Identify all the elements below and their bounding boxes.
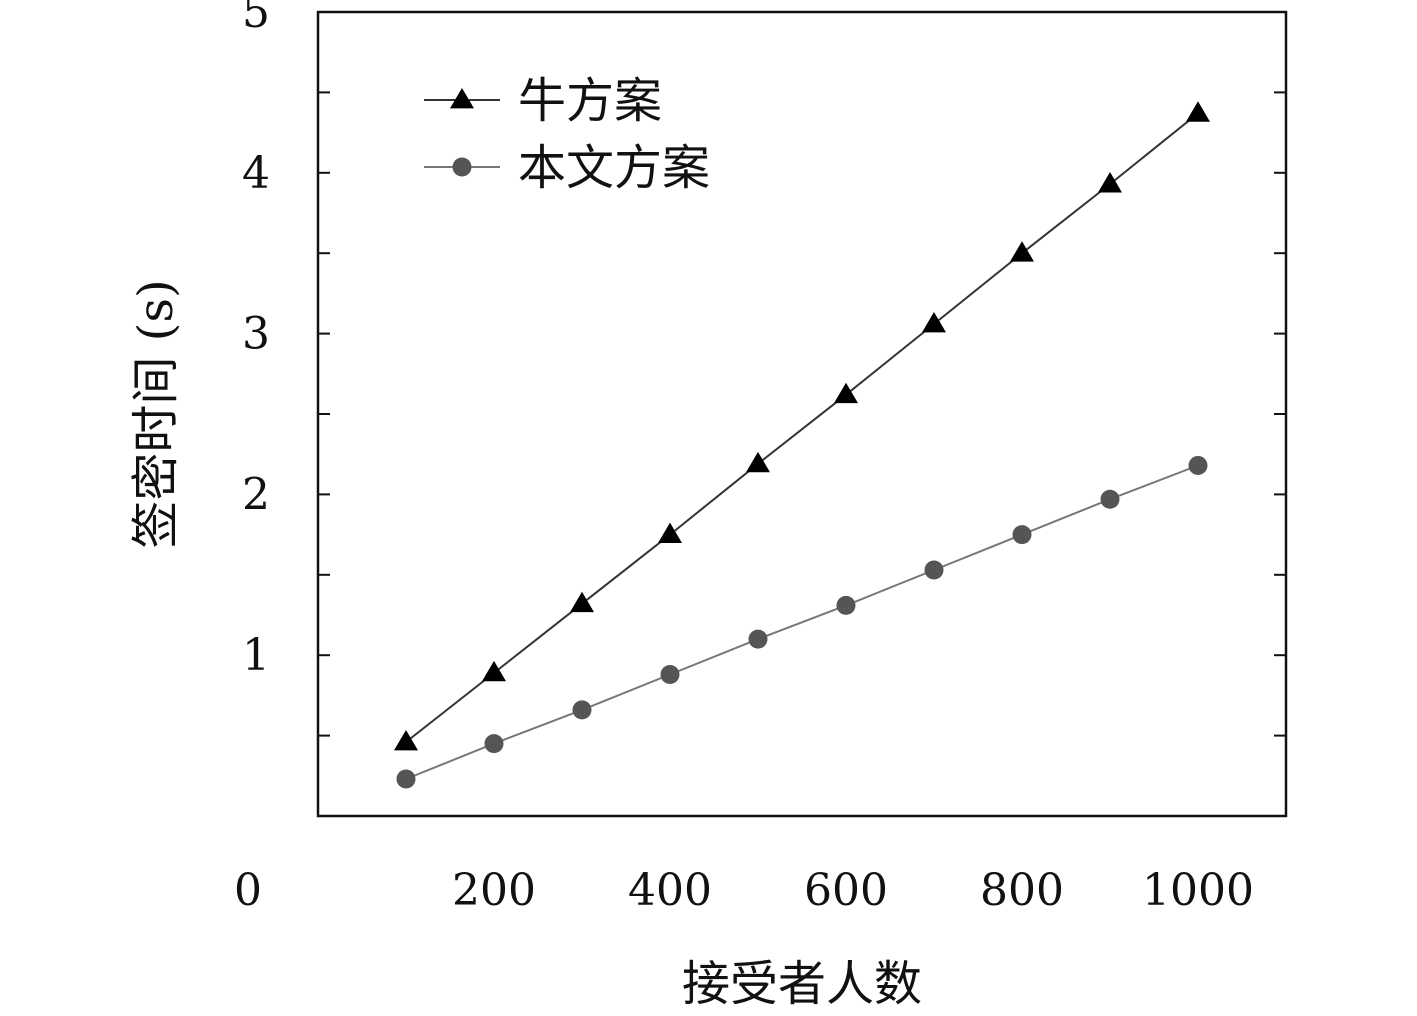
y-tick-label: 5	[242, 0, 270, 38]
x-tick-label: 600	[804, 865, 888, 916]
triangle-marker	[922, 311, 946, 333]
circle-marker	[396, 769, 416, 789]
tick-labels: 1 2 3 4 5 0 200 400 600 800 1000	[234, 0, 1254, 916]
triangle-marker	[1010, 241, 1034, 262]
data-series	[394, 101, 1210, 789]
triangle-marker	[1098, 172, 1122, 193]
circle-marker	[660, 664, 680, 684]
x-tick-label: 0	[234, 865, 262, 916]
series-2	[396, 455, 1208, 789]
axes	[316, 10, 1288, 818]
series-1	[394, 101, 1210, 751]
x-tick-label: 1000	[1142, 865, 1254, 916]
triangle-icon	[450, 88, 474, 109]
circle-marker	[836, 595, 856, 615]
series-line	[405, 464, 1199, 780]
series-line	[405, 112, 1199, 743]
x-tick-label: 200	[452, 865, 536, 916]
y-tick-label: 4	[242, 148, 270, 199]
triangle-marker	[834, 382, 858, 404]
legend-label: 本文方案	[518, 140, 710, 196]
y-tick-label: 1	[242, 630, 270, 681]
axis-ticks	[318, 91, 1286, 737]
circle-marker	[1012, 525, 1032, 545]
legend-item-2: 本文方案	[424, 140, 710, 196]
triangle-marker	[658, 522, 682, 543]
circle-marker	[748, 629, 768, 649]
legend-label: 牛方案	[518, 73, 662, 129]
circle-marker	[924, 560, 944, 580]
triangle-marker	[746, 451, 770, 473]
circle-icon	[452, 157, 472, 177]
triangle-marker	[482, 660, 506, 682]
x-tick-label: 800	[980, 865, 1064, 916]
triangle-marker	[1186, 101, 1210, 122]
y-axis-title: 签密时间 (s)	[128, 279, 184, 548]
y-tick-label: 2	[242, 469, 270, 520]
x-axis-title: 接受者人数	[682, 956, 922, 1012]
circle-marker	[484, 734, 504, 754]
circle-marker	[1188, 455, 1208, 475]
triangle-marker	[394, 730, 418, 751]
circle-marker	[1100, 489, 1120, 509]
x-tick-label: 400	[628, 865, 712, 916]
legend-item-1: 牛方案	[424, 73, 662, 129]
circle-marker	[572, 700, 592, 720]
plot-frame	[316, 10, 1288, 818]
y-tick-label: 3	[242, 309, 270, 360]
triangle-marker	[570, 591, 594, 613]
